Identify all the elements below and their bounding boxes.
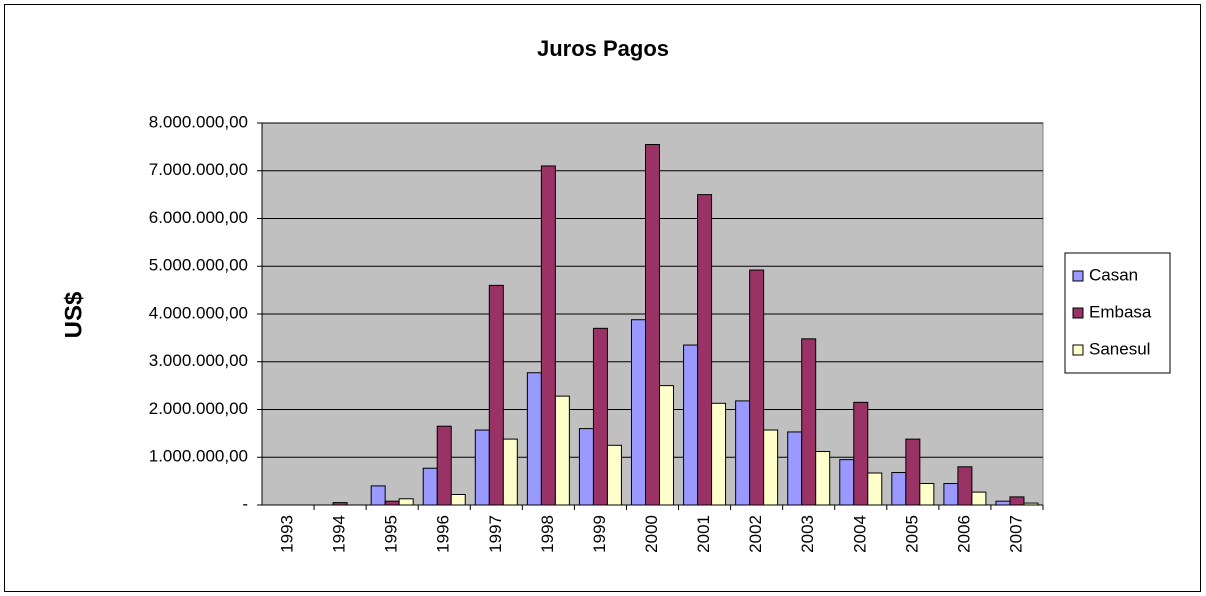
x-tick-label: 2005: [902, 515, 921, 553]
x-tick-label: 2000: [642, 515, 661, 553]
bar: [450, 493, 466, 506]
bar: [502, 438, 518, 506]
bar: [370, 485, 386, 506]
bar: [839, 459, 855, 506]
bar: [891, 472, 907, 506]
bar: [957, 466, 973, 506]
y-axis-label: US$: [60, 291, 87, 338]
y-tick-label: 5.000.000,00: [149, 256, 248, 275]
y-tick-label: 3.000.000,00: [149, 351, 248, 370]
y-tick-label: 6.000.000,00: [149, 208, 248, 227]
bar: [659, 385, 674, 506]
x-tick-label: 2002: [746, 515, 765, 553]
bar: [697, 194, 713, 506]
y-tick-label: 8.000.000,00: [149, 112, 248, 131]
bar: [488, 284, 504, 506]
y-tick-label: 4.000.000,00: [149, 303, 248, 322]
bar: [853, 401, 869, 506]
x-tick-label: 1997: [486, 515, 505, 553]
bar: [384, 500, 400, 506]
legend-label: Sanesul: [1089, 339, 1150, 358]
x-tick-label: 1995: [382, 515, 401, 553]
bar: [474, 429, 490, 506]
bar: [763, 429, 779, 506]
bar: [995, 500, 1011, 506]
x-tick-label: 2003: [798, 515, 817, 553]
y-tick-label: 2.000.000,00: [149, 399, 248, 418]
legend-label: Casan: [1089, 265, 1138, 284]
y-tick-label: 7.000.000,00: [149, 160, 248, 179]
bar: [332, 502, 348, 506]
x-tick-label: 1999: [590, 515, 609, 553]
bar: [592, 327, 608, 506]
bar: [436, 425, 452, 506]
bar: [867, 472, 883, 506]
y-tick-label: -: [242, 494, 248, 513]
bar: [422, 467, 438, 506]
bar: [645, 143, 660, 506]
bar: [526, 372, 542, 506]
bar: [578, 428, 594, 506]
bar: [905, 438, 921, 506]
x-tick-label: 1994: [330, 515, 349, 553]
legend-swatch: [1072, 344, 1084, 356]
x-tick-label: 1993: [278, 515, 297, 553]
bar: [801, 338, 817, 506]
bar: [749, 269, 765, 506]
legend-swatch: [1072, 307, 1084, 319]
x-tick-label: 2006: [954, 515, 973, 553]
bar: [711, 402, 727, 506]
legend-swatch: [1072, 270, 1084, 282]
x-tick-label: 2001: [694, 515, 713, 553]
x-tick-label: 1998: [538, 515, 557, 553]
legend-label: Embasa: [1089, 302, 1152, 321]
bar: [1009, 496, 1025, 506]
bar: [398, 498, 414, 506]
chart-title: Juros Pagos: [537, 36, 669, 61]
bar: [540, 165, 556, 506]
bar: [787, 431, 803, 506]
bar: [971, 491, 987, 506]
bar: [919, 483, 935, 506]
x-tick-label: 2007: [1006, 515, 1025, 553]
bar: [631, 319, 646, 506]
bar: [683, 344, 699, 506]
bar: [735, 400, 751, 506]
y-tick-label: 1.000.000,00: [149, 447, 248, 466]
bar: [943, 483, 959, 506]
bar: [554, 395, 570, 506]
bar: [1023, 502, 1039, 506]
x-tick-label: 2004: [850, 515, 869, 553]
bar: [815, 451, 831, 506]
x-tick-label: 1996: [434, 515, 453, 553]
bar: [606, 444, 622, 506]
